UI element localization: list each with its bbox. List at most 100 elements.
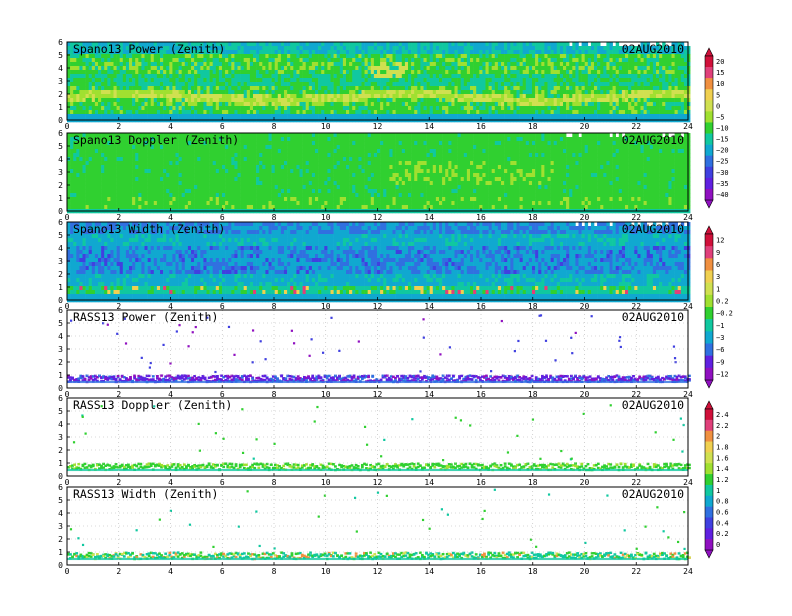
colorbar-label: −40 [716, 191, 729, 199]
y-tick-label: 5 [58, 319, 63, 328]
colorbar-label: 0.2 [716, 530, 729, 538]
colorbar-label: 20 [716, 58, 724, 66]
y-tick-label: 4 [58, 332, 63, 341]
colorbar-label: 6 [716, 261, 720, 269]
x-tick-label: 12 [373, 567, 383, 576]
x-tick-label: 16 [476, 567, 486, 576]
colorbar-label: 0.2 [716, 297, 729, 305]
panel-title: RASS13 Width (Zenith) [73, 487, 218, 501]
colorbar-segment [705, 271, 713, 283]
colorbar-segment [705, 246, 713, 258]
y-tick-label: 0 [58, 296, 63, 305]
panel-date: 02AUG2010 [622, 222, 684, 236]
colorbar-top-arrow [705, 226, 713, 234]
x-tick-label: 18 [528, 478, 538, 487]
colorbar-segment [705, 100, 713, 111]
colorbar-segment [705, 307, 713, 319]
colorbar-segment [705, 539, 713, 550]
y-tick-label: 5 [58, 51, 63, 60]
x-tick-label: 0 [65, 478, 70, 487]
y-tick-label: 0 [58, 116, 63, 125]
x-tick-label: 12 [373, 213, 383, 222]
colorbar-label: −25 [716, 158, 729, 166]
colorbar-segment [705, 368, 713, 380]
y-tick-label: 3 [58, 522, 63, 531]
colorbar-segment [705, 134, 713, 145]
x-tick-label: 2 [116, 567, 121, 576]
panel-5-cells [67, 404, 691, 471]
colorbar-segment [705, 442, 713, 453]
colorbar-label: 9 [716, 249, 720, 257]
colorbar-label: 1 [716, 487, 720, 495]
y-tick-label: 1 [58, 371, 63, 380]
x-tick-label: 22 [631, 478, 641, 487]
y-tick-label: 3 [58, 257, 63, 266]
x-tick-label: 10 [321, 122, 331, 131]
y-tick-label: 1 [58, 194, 63, 203]
x-tick-label: 6 [220, 122, 225, 131]
x-tick-label: 20 [580, 213, 590, 222]
colorbar-segment [705, 344, 713, 356]
colorbar-label: 2.2 [716, 422, 729, 430]
x-tick-label: 2 [116, 122, 121, 131]
colorbar-label: −20 [716, 147, 729, 155]
x-tick-label: 4 [168, 213, 173, 222]
colorbar-label: 1 [716, 285, 720, 293]
x-tick-label: 20 [580, 567, 590, 576]
colorbar-segment [705, 528, 713, 539]
colorbar-segment [705, 331, 713, 343]
x-tick-label: 12 [373, 478, 383, 487]
colorbar-label: 2.4 [716, 411, 729, 419]
x-tick-label: 16 [476, 478, 486, 487]
y-tick-label: 2 [58, 181, 63, 190]
colorbar-segment [705, 517, 713, 528]
x-tick-label: 0 [65, 213, 70, 222]
y-tick-label: 6 [58, 129, 63, 138]
x-tick-label: 24 [683, 122, 693, 131]
x-tick-label: 16 [476, 122, 486, 131]
colorbar-segment [705, 189, 713, 200]
colorbar-label: 3 [716, 273, 720, 281]
x-tick-label: 24 [683, 567, 693, 576]
x-tick-label: 10 [321, 478, 331, 487]
colorbar-segment [705, 319, 713, 331]
y-tick-label: 4 [58, 509, 63, 518]
colorbar-segment [705, 67, 713, 78]
colorbar-segment [705, 463, 713, 474]
panel-date: 02AUG2010 [622, 42, 684, 56]
x-tick-label: 14 [424, 122, 434, 131]
colorbar-label: −1 [716, 322, 724, 330]
colorbar-label: 10 [716, 80, 724, 88]
x-tick-label: 2 [116, 478, 121, 487]
x-tick-label: 18 [528, 567, 538, 576]
y-tick-label: 5 [58, 496, 63, 505]
x-tick-label: 24 [683, 213, 693, 222]
panel-date: 02AUG2010 [622, 133, 684, 147]
x-tick-label: 14 [424, 478, 434, 487]
colorbar-bottom-arrow [705, 200, 713, 208]
x-tick-label: 22 [631, 567, 641, 576]
panel-date: 02AUG2010 [622, 487, 684, 501]
y-tick-label: 5 [58, 407, 63, 416]
colorbar-segment [705, 474, 713, 485]
y-tick-label: 3 [58, 77, 63, 86]
panel-title: RASS13 Power (Zenith) [73, 310, 218, 324]
colorbar-top-arrow [705, 48, 713, 56]
colorbar-segment [705, 78, 713, 89]
colorbar-segment [705, 258, 713, 270]
x-tick-label: 2 [116, 213, 121, 222]
panel-title: RASS13 Doppler (Zenith) [73, 398, 232, 412]
y-tick-label: 2 [58, 90, 63, 99]
x-tick-label: 6 [220, 478, 225, 487]
colorbar-label: −10 [716, 125, 729, 133]
y-tick-label: 5 [58, 231, 63, 240]
x-tick-label: 8 [272, 478, 277, 487]
x-tick-label: 24 [683, 478, 693, 487]
y-tick-label: 1 [58, 103, 63, 112]
y-tick-label: 4 [58, 244, 63, 253]
